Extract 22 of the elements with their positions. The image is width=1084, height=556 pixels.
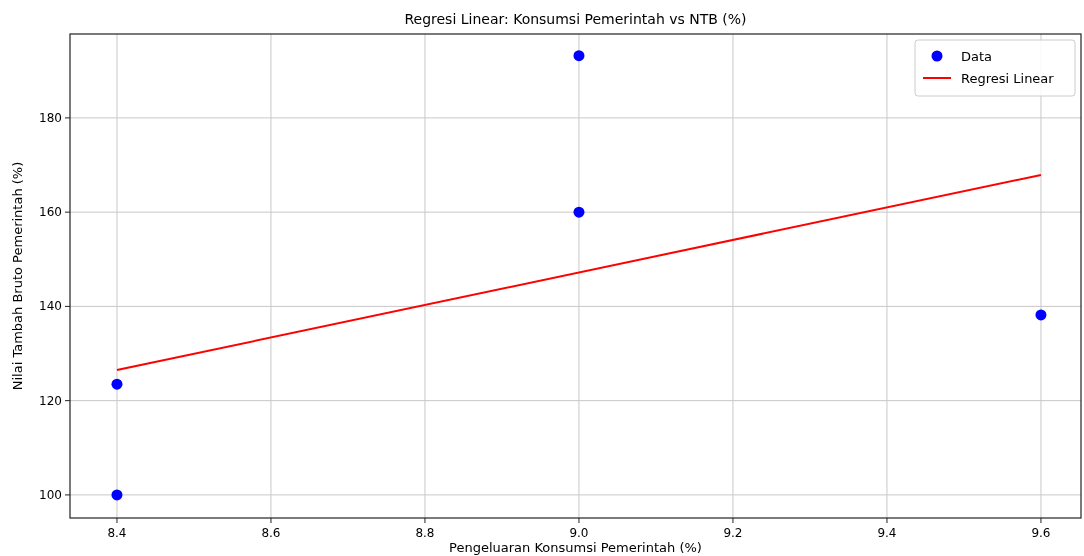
point bbox=[573, 50, 585, 62]
y-tick-label: 120 bbox=[39, 393, 62, 408]
x-tick-label: 9.2 bbox=[723, 526, 743, 540]
legend-label: Regresi Linear bbox=[961, 70, 1055, 86]
x-axis-title: Pengeluaran Konsumsi Pemerintah (%) bbox=[449, 540, 702, 555]
y-tick-label: 160 bbox=[39, 205, 62, 220]
point bbox=[111, 378, 123, 390]
x-tick-label: 8.6 bbox=[261, 526, 281, 540]
point bbox=[111, 489, 123, 501]
x-tick-label: 8.4 bbox=[107, 526, 127, 540]
point bbox=[1035, 309, 1047, 321]
y-tick-label: 140 bbox=[39, 299, 62, 314]
x-tick-label: 9.6 bbox=[1031, 526, 1051, 540]
legend-label: Data bbox=[961, 48, 993, 64]
chart-title: Regresi Linear: Konsumsi Pemerintah vs NTB (%) bbox=[404, 11, 747, 27]
y-tick-label: 100 bbox=[39, 487, 62, 502]
y-tick-label: 180 bbox=[39, 110, 62, 125]
point bbox=[573, 206, 585, 218]
x-tick-label: 8.8 bbox=[415, 526, 435, 540]
x-tick-label: 9.0 bbox=[569, 526, 589, 540]
x-tick-label: 9.4 bbox=[877, 526, 897, 540]
y-axis-title: Nilai Tambah Bruto Pemerintah (%) bbox=[10, 161, 25, 391]
